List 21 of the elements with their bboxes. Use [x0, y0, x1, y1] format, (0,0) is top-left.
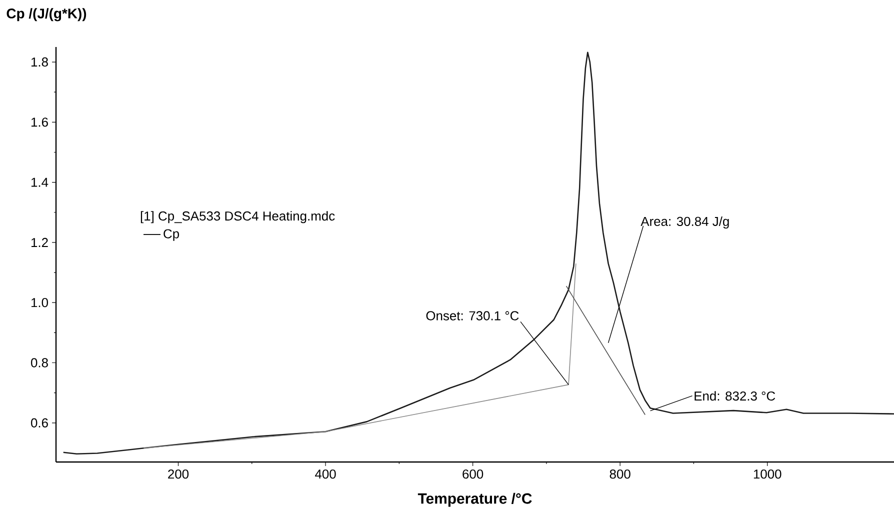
x-tick-label: 200 [168, 469, 189, 479]
line-series [62, 52, 894, 455]
y-axis-title: Cp /(J/(g*K)) [6, 8, 86, 22]
y-tick-label: 1.0 [31, 298, 48, 308]
y-tick-label: 1.8 [31, 57, 48, 67]
x-tick-label: 1000 [754, 469, 782, 479]
annotation: End: 832.3 °C [694, 391, 776, 401]
y-tick-label: 1.2 [31, 238, 48, 247]
x-tick-label: 600 [462, 469, 484, 479]
legend-title: [1] Cp_SA533 DSC4 Heating.mdc [140, 211, 335, 224]
annotation: Onset: 730.1 °C [426, 311, 519, 320]
y-tick-label: 1.4 [31, 178, 48, 187]
x-tick-label: 800 [610, 469, 630, 479]
legend-label: Cp [164, 229, 180, 241]
annotation: Area: 30.84 J/g [640, 216, 729, 229]
x-tick-label: 400 [315, 469, 336, 479]
y-tick-label: 0.6 [31, 418, 48, 428]
y-tick-label: 0.8 [31, 358, 48, 368]
line-series [143, 263, 576, 449]
x-axis-title: Temperature /°C [418, 492, 532, 507]
y-tick-label: 1.6 [31, 118, 48, 127]
